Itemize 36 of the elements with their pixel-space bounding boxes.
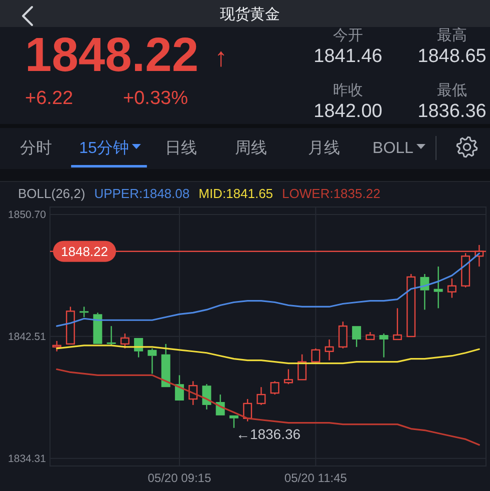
text: 周线 (235, 139, 267, 157)
text: +0.33% (123, 88, 188, 109)
text: 日线 (165, 139, 197, 157)
text: 最高 (437, 27, 467, 44)
text: +6.22 (25, 88, 74, 109)
y-tick-label: 1842.51 (8, 330, 46, 343)
y-tick-label: 1834.31 (8, 453, 46, 466)
ref-line-label: 1848.22 (61, 244, 108, 259)
text: UPPER:1848.08 (94, 186, 190, 201)
candlestick (434, 266, 443, 309)
text: 1842.00 (314, 101, 382, 122)
text: 1841.46 (314, 46, 382, 67)
chart-title: 现货黄金 (220, 6, 280, 23)
text: 今开 (333, 27, 363, 44)
y-tick-label: 1850.70 (8, 209, 46, 222)
candlestick (148, 348, 157, 374)
text: 1848.22 (25, 29, 199, 82)
text: 分时 (20, 139, 52, 157)
text: 15分钟 (79, 140, 129, 157)
candlestick (324, 338, 334, 361)
text: 月线 (308, 139, 340, 157)
text: BOLL (372, 140, 414, 157)
candlestick (202, 384, 212, 410)
x-tick-label: 05/20 11:45 (284, 471, 348, 485)
annotation: ←1836.36 (236, 426, 301, 442)
text: LOWER:1835.22 (282, 186, 380, 201)
text: 1848.65 (418, 46, 486, 67)
x-tick-label: 05/20 09:15 (148, 471, 212, 485)
line-series (56, 368, 480, 446)
text: 昨收 (333, 82, 363, 99)
text: ↑ (214, 42, 228, 72)
text: 1836.36 (418, 101, 486, 122)
legend-title: BOLL(26,2) (18, 186, 86, 201)
candlestick (379, 332, 388, 358)
text: 最低 (437, 82, 467, 99)
text: MID:1841.65 (198, 186, 274, 201)
